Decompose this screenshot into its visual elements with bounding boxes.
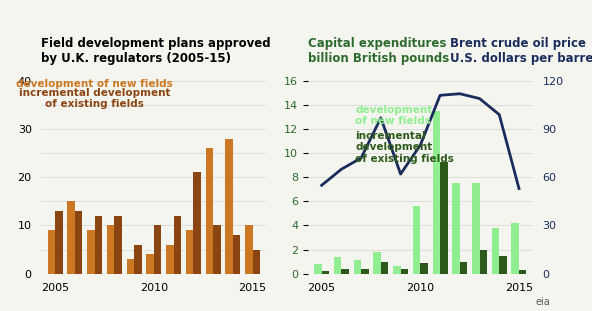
Bar — [314, 264, 321, 274]
Text: incremental development
of existing fields: incremental development of existing fiel… — [19, 88, 170, 109]
Bar — [146, 254, 154, 274]
Bar — [334, 257, 342, 274]
Bar — [154, 225, 162, 274]
Bar — [361, 269, 369, 274]
Bar — [226, 139, 233, 274]
Bar — [381, 262, 388, 274]
Bar — [321, 271, 329, 274]
Bar — [213, 225, 221, 274]
Text: Field development plans approved
by U.K. regulators (2005-15): Field development plans approved by U.K.… — [41, 37, 271, 65]
Bar — [205, 148, 213, 274]
Bar — [374, 252, 381, 274]
Bar — [127, 259, 134, 274]
Bar — [194, 172, 201, 274]
Bar — [401, 269, 408, 274]
Bar — [186, 230, 194, 274]
Bar — [472, 183, 480, 274]
Bar — [245, 225, 253, 274]
Bar — [433, 111, 440, 274]
Bar — [393, 267, 401, 274]
Text: Capital expenditures
billion British pounds: Capital expenditures billion British pou… — [308, 37, 449, 65]
Bar — [253, 249, 260, 274]
Bar — [460, 262, 467, 274]
Bar — [87, 230, 95, 274]
Bar — [480, 249, 487, 274]
Bar — [166, 245, 173, 274]
Bar — [353, 260, 361, 274]
Bar — [67, 202, 75, 274]
Text: development of new fields: development of new fields — [17, 79, 173, 89]
Bar — [342, 269, 349, 274]
Bar — [499, 256, 507, 274]
Bar — [107, 225, 114, 274]
Bar — [173, 216, 181, 274]
Bar — [440, 162, 448, 274]
Bar — [413, 206, 420, 274]
Bar — [511, 223, 519, 274]
Bar — [75, 211, 82, 274]
Bar — [420, 263, 428, 274]
Text: Brent crude oil price
U.S. dollars per barrel: Brent crude oil price U.S. dollars per b… — [450, 37, 592, 65]
Bar — [134, 245, 141, 274]
Bar — [452, 183, 460, 274]
Bar — [55, 211, 63, 274]
Bar — [233, 235, 240, 274]
Bar — [48, 230, 55, 274]
Text: incremental
development
of existing fields: incremental development of existing fiel… — [355, 131, 454, 164]
Bar — [519, 270, 526, 274]
Text: eia: eia — [536, 297, 551, 307]
Text: development
of new fields: development of new fields — [355, 105, 432, 126]
Bar — [492, 228, 499, 274]
Bar — [114, 216, 122, 274]
Bar — [95, 216, 102, 274]
